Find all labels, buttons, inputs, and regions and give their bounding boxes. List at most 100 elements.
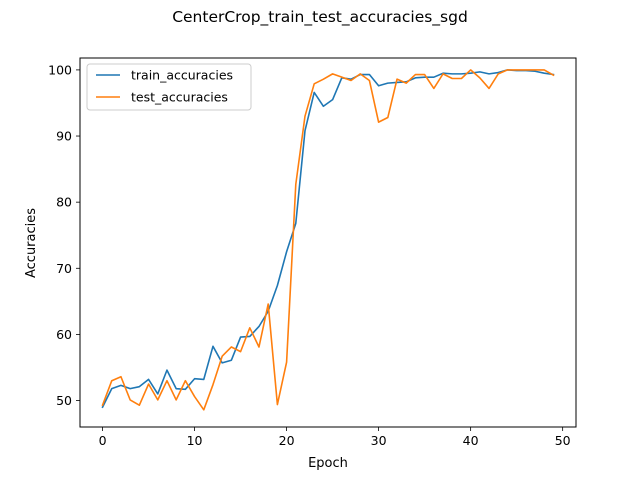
test-data-point [406, 83, 407, 84]
test-data-point [148, 384, 149, 385]
train-data-point [231, 360, 232, 361]
test-accuracies-line [101, 69, 555, 411]
test-data-point [535, 69, 536, 70]
legend-label-train: train_accuracies [131, 68, 233, 83]
test-data-point [498, 73, 499, 74]
chart-title: CenterCrop_train_test_accuracies_sgd [172, 8, 468, 27]
train-data-point [544, 73, 545, 74]
train-data-point [387, 83, 388, 84]
test-data-point [397, 79, 398, 80]
plot-area [79, 57, 577, 428]
train-data-point [139, 386, 140, 387]
legend-label-test: test_accuracies [131, 90, 228, 105]
test-data-point [341, 77, 342, 78]
test-data-point [415, 74, 416, 75]
test-data-point [479, 77, 480, 78]
train-data-point [258, 326, 259, 327]
test-data-point [194, 396, 195, 397]
y-tick-label: 50 [56, 393, 72, 408]
y-tick-label: 60 [56, 327, 72, 342]
test-data-point [433, 88, 434, 89]
test-data-point [166, 380, 167, 381]
test-data-point [489, 88, 490, 89]
test-data-point [461, 78, 462, 79]
test-data-point [222, 356, 223, 357]
train-data-point [295, 223, 296, 224]
x-tick-label: 10 [187, 433, 203, 448]
train-data-point [194, 378, 195, 379]
test-data-point [157, 399, 158, 400]
train-data-point [314, 92, 315, 93]
x-tick-label: 30 [371, 433, 387, 448]
train-data-point [185, 389, 186, 390]
train-data-point [203, 379, 204, 380]
test-data-point [304, 116, 305, 117]
test-data-point [544, 69, 545, 70]
test-data-point [258, 346, 259, 347]
test-data-point [203, 409, 204, 410]
test-data-point [249, 327, 250, 328]
x-tick-label: 20 [279, 433, 295, 448]
test-data-point [507, 69, 508, 70]
test-data-point [130, 399, 131, 400]
train-data-point [489, 73, 490, 74]
y-tick-label: 90 [56, 129, 72, 144]
y-tick-label: 70 [56, 261, 72, 276]
train-data-point [332, 99, 333, 100]
axes-frame [79, 57, 577, 428]
test-data-point [470, 69, 471, 70]
test-data-point [185, 380, 186, 381]
train-data-point [378, 85, 379, 86]
train-data-point [102, 407, 103, 408]
x-tick-label: 40 [463, 433, 479, 448]
train-data-point [415, 77, 416, 78]
y-tick-label: 100 [48, 62, 72, 77]
legend: train_accuracies test_accuracies [86, 63, 252, 111]
train-data-point [304, 130, 305, 131]
test-data-point [424, 74, 425, 75]
x-tick-label: 50 [555, 433, 571, 448]
series-layer [101, 69, 555, 411]
test-data-point [176, 399, 177, 400]
test-data-point [277, 404, 278, 405]
y-axis-label: Accuracies [24, 208, 39, 278]
train-data-point [470, 73, 471, 74]
x-tick-label: 0 [99, 433, 107, 448]
y-tick-label: 80 [56, 195, 72, 210]
train-data-point [212, 346, 213, 347]
train-data-point [148, 379, 149, 380]
test-data-point [369, 80, 370, 81]
test-data-point [387, 117, 388, 118]
train-data-point [222, 362, 223, 363]
train-data-point [369, 74, 370, 75]
train-data-point [130, 388, 131, 389]
train-data-point [323, 106, 324, 107]
legend-box [86, 63, 252, 111]
train-data-point [479, 71, 480, 72]
test-data-point [212, 384, 213, 385]
test-data-point [111, 380, 112, 381]
test-data-point [378, 122, 379, 123]
train-data-point [286, 251, 287, 252]
test-data-point [231, 346, 232, 347]
x-axis-ticks: 0 10 20 30 40 50 [99, 427, 571, 448]
train-data-point [452, 73, 453, 74]
test-data-point [443, 73, 444, 74]
test-data-point [240, 351, 241, 352]
test-data-point [452, 78, 453, 79]
train-data-point [166, 370, 167, 371]
test-data-point [516, 69, 517, 70]
train-data-point [111, 388, 112, 389]
test-data-point [120, 376, 121, 377]
test-data-point [102, 405, 103, 406]
train-data-point [277, 285, 278, 286]
train-data-point [433, 77, 434, 78]
train-data-point [535, 71, 536, 72]
test-data-point [360, 73, 361, 74]
train-data-point [176, 388, 177, 389]
train-data-point [249, 336, 250, 337]
test-data-point [314, 83, 315, 84]
test-data-point [332, 73, 333, 74]
